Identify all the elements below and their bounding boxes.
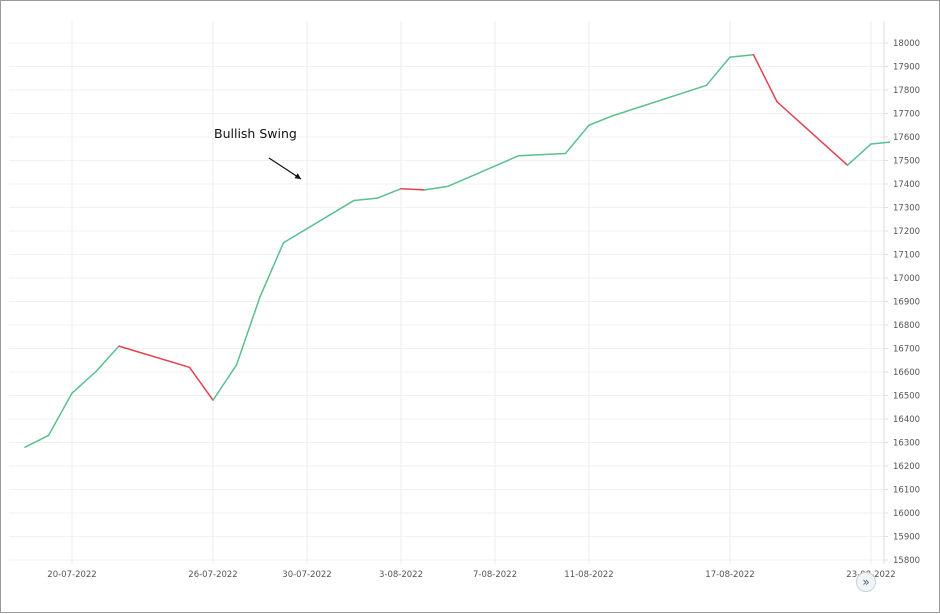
x-tick-label: 3-08-2022	[379, 570, 423, 580]
x-tick-label: 7-08-2022	[473, 570, 517, 580]
y-tick-label: 18000	[893, 39, 920, 49]
y-tick-label: 16200	[893, 462, 920, 472]
price-segment	[188, 366, 214, 401]
price-segment	[423, 185, 449, 191]
x-tick-label: 20-07-2022	[47, 570, 96, 580]
x-tick-label: 11-08-2022	[564, 570, 613, 580]
price-segment	[235, 296, 261, 366]
price-segment	[47, 392, 73, 437]
y-tick-label: 17800	[893, 86, 920, 96]
y-tick-label: 16700	[893, 345, 920, 355]
annotation-label: Bullish Swing	[214, 126, 297, 141]
y-tick-label: 16000	[893, 509, 920, 519]
price-segment	[24, 434, 50, 448]
price-segment	[588, 115, 614, 126]
price-segment	[846, 143, 872, 166]
price-segment	[870, 141, 890, 145]
y-tick-label: 16400	[893, 415, 920, 425]
price-segment	[94, 345, 120, 373]
y-tick-label: 16100	[893, 486, 920, 496]
y-tick-label: 17600	[893, 133, 920, 143]
x-tick-label: 17-08-2022	[705, 570, 754, 580]
y-tick-label: 15800	[893, 556, 920, 566]
y-tick-label: 17700	[893, 110, 920, 120]
y-tick-label: 17300	[893, 204, 920, 214]
grid	[9, 21, 884, 564]
price-segment	[353, 197, 379, 202]
y-tick-label: 17400	[893, 180, 920, 190]
price-segment	[282, 199, 355, 244]
annotation-arrow	[268, 157, 302, 180]
price-line	[24, 54, 890, 448]
y-tick-label: 17900	[893, 63, 920, 73]
price-segment	[752, 54, 778, 103]
price-segment	[400, 187, 426, 191]
price-segment	[212, 364, 238, 401]
y-tick-label: 16800	[893, 321, 920, 331]
y-tick-label: 17000	[893, 274, 920, 284]
price-segment	[705, 56, 731, 87]
price-axis: 15800 15900 16000 16100 16200 16300 16400 16500…	[883, 21, 920, 566]
price-segment	[564, 124, 590, 155]
y-tick-label: 16300	[893, 439, 920, 449]
price-segment	[376, 187, 402, 199]
price-segment	[118, 345, 191, 369]
x-tick-label: 30-07-2022	[282, 570, 331, 580]
y-tick-label: 16500	[893, 392, 920, 402]
y-tick-label: 17500	[893, 157, 920, 167]
price-segment	[729, 54, 755, 58]
price-segment	[776, 101, 849, 166]
price-segment	[517, 152, 567, 157]
annotation: Bullish Swing	[214, 126, 302, 180]
y-tick-label: 16600	[893, 368, 920, 378]
y-tick-label: 16900	[893, 298, 920, 308]
price-segment	[611, 84, 708, 117]
x-tick-label: 26-07-2022	[188, 570, 237, 580]
y-tick-label: 17100	[893, 251, 920, 261]
y-tick-label: 17200	[893, 227, 920, 237]
double-chevron-right-icon: »	[862, 574, 870, 589]
price-segment	[71, 371, 97, 394]
price-segment	[259, 242, 285, 298]
y-tick-label: 15900	[893, 533, 920, 543]
price-segment	[447, 155, 520, 188]
scroll-to-latest-button[interactable]: »	[856, 572, 876, 592]
date-axis: 20-07-2022 26-07-2022 30-07-2022 3-08-2022 7…	[47, 570, 895, 580]
